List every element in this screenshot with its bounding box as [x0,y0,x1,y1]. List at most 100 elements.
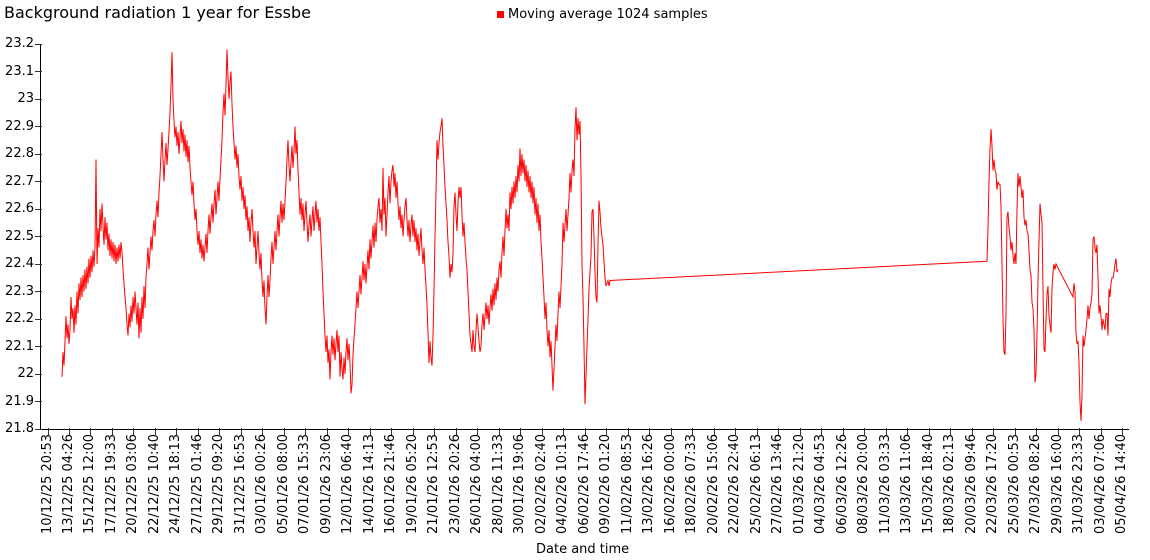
x-tick-label: 01/03/26 21:20 [791,434,807,534]
y-tick-mark [35,43,42,45]
x-tick-mark [799,428,801,435]
y-tick-label: 21.8 [5,421,34,436]
x-tick-label: 26/01/26 04:00 [469,434,485,534]
x-tick-label: 28/01/26 11:33 [490,434,506,534]
x-tick-label: 07/01/26 15:33 [297,434,313,534]
x-tick-label: 05/01/26 08:00 [275,434,291,534]
x-tick-mark [907,428,909,435]
x-tick-mark [369,428,371,435]
x-tick-mark [950,428,952,435]
x-tick-label: 13/12/25 04:26 [60,434,76,534]
x-tick-mark [326,428,328,435]
x-tick-label: 11/03/26 03:33 [877,434,893,534]
legend-marker-red-square [497,11,504,18]
y-tick-label: 21.9 [5,393,34,409]
x-tick-mark [68,428,70,435]
x-tick-mark [219,428,221,435]
y-tick-label: 22.8 [5,146,34,161]
x-tick-label: 31/03/26 23:33 [1071,434,1087,534]
x-tick-label: 18/02/26 07:33 [684,434,700,534]
x-tick-label: 03/04/26 07:06 [1092,434,1108,534]
y-tick-mark [35,71,42,72]
x-tick-label: 09/02/26 01:20 [598,434,614,534]
y-tick-mark [35,428,42,430]
x-tick-label: 21/01/26 12:53 [426,434,442,534]
y-tick-mark [35,263,42,265]
x-tick-label: 09/01/26 23:06 [318,434,334,534]
y-tick-mark [35,401,42,402]
y-tick-mark [35,291,42,292]
y-tick-mark [35,236,42,237]
x-tick-mark [692,428,694,435]
x-tick-mark [1122,428,1123,435]
x-tick-label: 02/02/26 02:40 [533,434,549,534]
x-tick-label: 08/03/26 20:00 [856,434,872,534]
x-tick-mark [348,428,350,435]
x-tick-mark [1100,428,1102,435]
x-tick-label: 04/03/26 04:53 [813,434,829,534]
y-tick-label: 22.2 [5,311,34,326]
x-tick-label: 03/01/26 00:26 [254,434,270,534]
x-tick-label: 22/03/26 17:20 [985,434,1001,534]
x-tick-label: 29/12/25 09:20 [211,434,227,534]
x-tick-mark [111,428,113,435]
x-tick-mark [1079,428,1081,435]
x-tick-mark [756,428,758,435]
x-tick-mark [885,428,887,435]
x-tick-label: 27/02/26 13:46 [770,434,786,534]
y-tick-label: 22.6 [5,201,34,216]
x-tick-label: 04/02/26 10:13 [555,434,571,534]
y-tick-mark [35,318,42,320]
x-tick-label: 22/02/26 22:40 [727,434,743,534]
y-tick-label: 23.1 [5,63,34,79]
x-tick-label: 27/03/26 08:26 [1028,434,1044,534]
x-tick-label: 16/02/26 00:00 [662,434,678,534]
x-tick-mark [197,428,199,435]
x-tick-mark [971,428,973,435]
x-tick-mark [928,428,930,435]
x-tick-mark [90,428,92,435]
x-tick-label: 15/03/26 18:40 [920,434,936,534]
legend-label: Moving average 1024 samples [508,7,708,22]
x-tick-mark [563,428,565,435]
x-tick-label: 17/12/25 19:33 [103,434,119,534]
x-tick-mark [498,428,500,435]
y-axis-line [40,44,41,430]
x-tick-mark [627,428,629,435]
x-tick-label: 25/02/26 06:13 [748,434,764,534]
x-tick-mark [305,428,307,435]
x-tick-label: 27/12/25 01:46 [189,434,205,534]
x-tick-mark [391,428,393,435]
x-tick-mark [434,428,436,435]
x-tick-label: 20/03/26 09:46 [963,434,979,534]
x-tick-label: 16/01/26 21:46 [383,434,399,534]
x-tick-label: 11/02/26 08:53 [619,434,635,534]
y-tick-mark [35,346,42,347]
y-tick-mark [35,98,42,100]
x-tick-mark [670,428,672,435]
y-tick-label: 22.5 [5,228,34,244]
x-tick-label: 29/03/26 16:00 [1049,434,1065,534]
x-tick-mark [821,428,823,435]
x-tick-mark [778,428,780,435]
x-tick-mark [455,428,457,435]
x-tick-label: 30/01/26 19:06 [512,434,528,534]
x-tick-mark [412,428,414,435]
x-tick-mark [606,428,608,435]
y-tick-label: 22.7 [5,173,34,189]
x-tick-mark [133,428,135,435]
x-tick-mark [154,428,156,435]
x-tick-label: 13/03/26 11:06 [899,434,915,534]
x-tick-label: 25/03/26 00:53 [1006,434,1022,534]
x-tick-label: 12/01/26 06:40 [340,434,356,534]
x-tick-label: 24/12/25 18:13 [168,434,184,534]
legend: Moving average 1024 samples [497,7,708,22]
x-tick-mark [47,428,49,435]
x-tick-label: 14/01/26 14:13 [361,434,377,534]
y-tick-label: 22.9 [5,118,34,134]
x-tick-mark [713,428,715,435]
x-tick-label: 06/03/26 12:26 [834,434,850,534]
x-tick-mark [584,428,586,435]
x-tick-label: 22/12/25 10:40 [146,434,162,534]
